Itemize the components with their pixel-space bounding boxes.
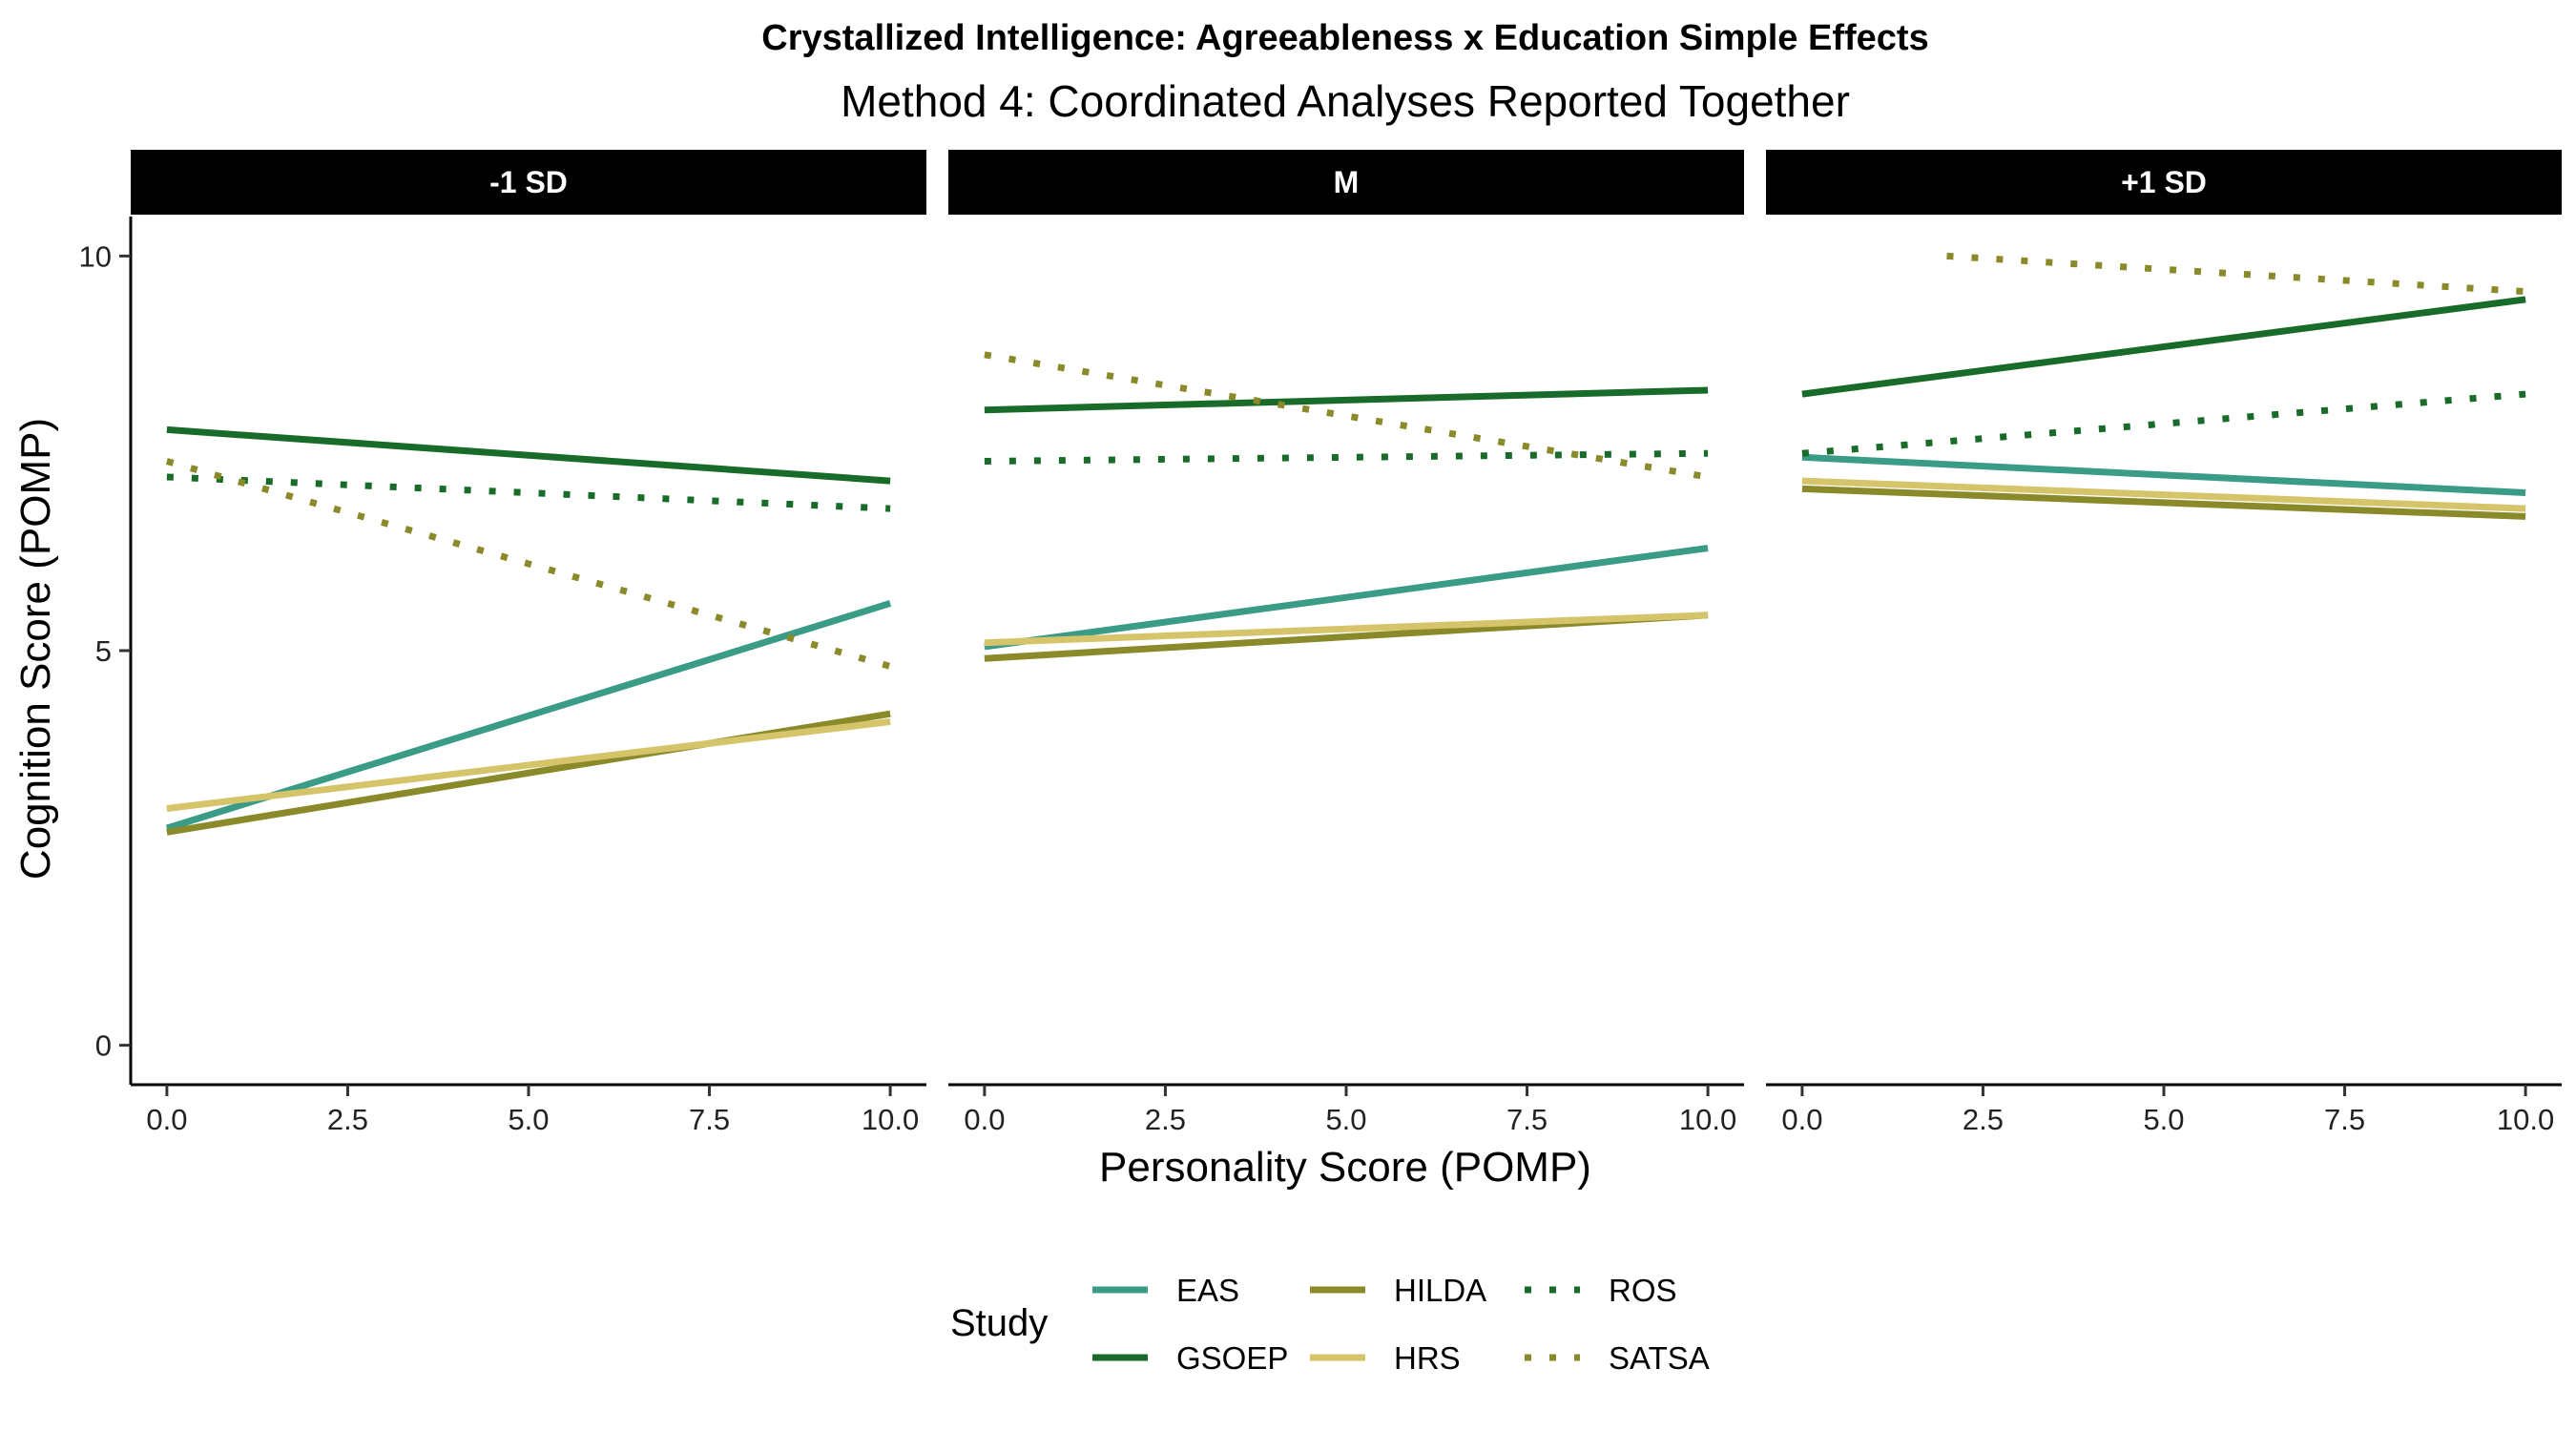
x-tick-label: 2.5 — [327, 1103, 368, 1136]
facet-strip — [131, 150, 926, 215]
series-line-gsoep — [166, 425, 891, 485]
panel-2: +1 SD 0.0 2.5 5.0 7.5 10.0 — [1766, 150, 2562, 1136]
x-tick-label: 5.0 — [2143, 1103, 2184, 1136]
x-tick-label: 0.0 — [1781, 1103, 1822, 1136]
series-line-gsoep — [984, 386, 1709, 414]
series-line-gsoep — [1801, 296, 2526, 398]
x-tick-label: 2.5 — [1963, 1103, 2004, 1136]
legend-label-gsoep: GSOEP — [1176, 1340, 1288, 1376]
x-tick-label: 10.0 — [862, 1103, 919, 1136]
x-tick-label: 2.5 — [1145, 1103, 1186, 1136]
facet-strip — [948, 150, 1744, 215]
x-tick-label: 10.0 — [2497, 1103, 2554, 1136]
y-axis-title: Cognition Score (POMP) — [12, 418, 59, 880]
series-line-satsa — [1946, 252, 2526, 296]
legend-label-eas: EAS — [1176, 1273, 1239, 1308]
facet-panels: -1 SD 0.0 2.5 5.0 7.5 10.0 0 5 10 M 0.0 2.5 5.0 7.5 10… — [79, 150, 2562, 1136]
series-line-eas — [984, 545, 1709, 651]
chart-title: Crystallized Intelligence: Agreeableness… — [761, 18, 1928, 58]
facet-strip-label: +1 SD — [2121, 165, 2207, 199]
x-tick-label: 5.0 — [1325, 1103, 1366, 1136]
y-tick-label: 10 — [79, 239, 112, 273]
legend-label-hilda: HILDA — [1394, 1273, 1486, 1308]
y-tick-label: 5 — [95, 634, 112, 668]
x-tick-label: 7.5 — [2324, 1103, 2365, 1136]
x-axis-title: Personality Score (POMP) — [1099, 1144, 1591, 1191]
series-line-ros — [1801, 390, 2526, 457]
panel-1: M 0.0 2.5 5.0 7.5 10.0 — [948, 150, 1744, 1136]
series-line-satsa — [165, 458, 892, 670]
x-tick-label: 0.0 — [964, 1103, 1005, 1136]
legend-label-satsa: SATSA — [1609, 1340, 1710, 1376]
x-tick-label: 0.0 — [146, 1103, 187, 1136]
legend-label-hrs: HRS — [1394, 1340, 1461, 1376]
y-tick-label: 0 — [95, 1029, 112, 1063]
facet-strip-label: M — [1334, 165, 1360, 199]
x-tick-label: 5.0 — [508, 1103, 549, 1136]
series-line-satsa — [984, 351, 1709, 481]
legend-label-ros: ROS — [1609, 1273, 1677, 1308]
facet-strip-label: -1 SD — [489, 165, 568, 199]
series-line-hilda — [1801, 485, 2526, 520]
x-tick-label: 7.5 — [1506, 1103, 1548, 1136]
series-line-eas — [1801, 453, 2526, 496]
legend-title: Study — [950, 1302, 1048, 1344]
chart-subtitle: Method 4: Coordinated Analyses Reported … — [841, 76, 1850, 126]
facet-strip — [1766, 150, 2562, 215]
series-line-hrs — [1801, 477, 2526, 512]
legend: Study EAS GSOEP HILDA HRS ROS SATSA — [950, 1273, 1710, 1376]
series-line-hrs — [166, 718, 891, 812]
x-tick-label: 7.5 — [689, 1103, 730, 1136]
x-tick-label: 10.0 — [1679, 1103, 1736, 1136]
series-line-hrs — [984, 612, 1709, 647]
series-line-ros — [166, 473, 891, 512]
panel-0: -1 SD 0.0 2.5 5.0 7.5 10.0 0 5 10 — [79, 150, 926, 1136]
